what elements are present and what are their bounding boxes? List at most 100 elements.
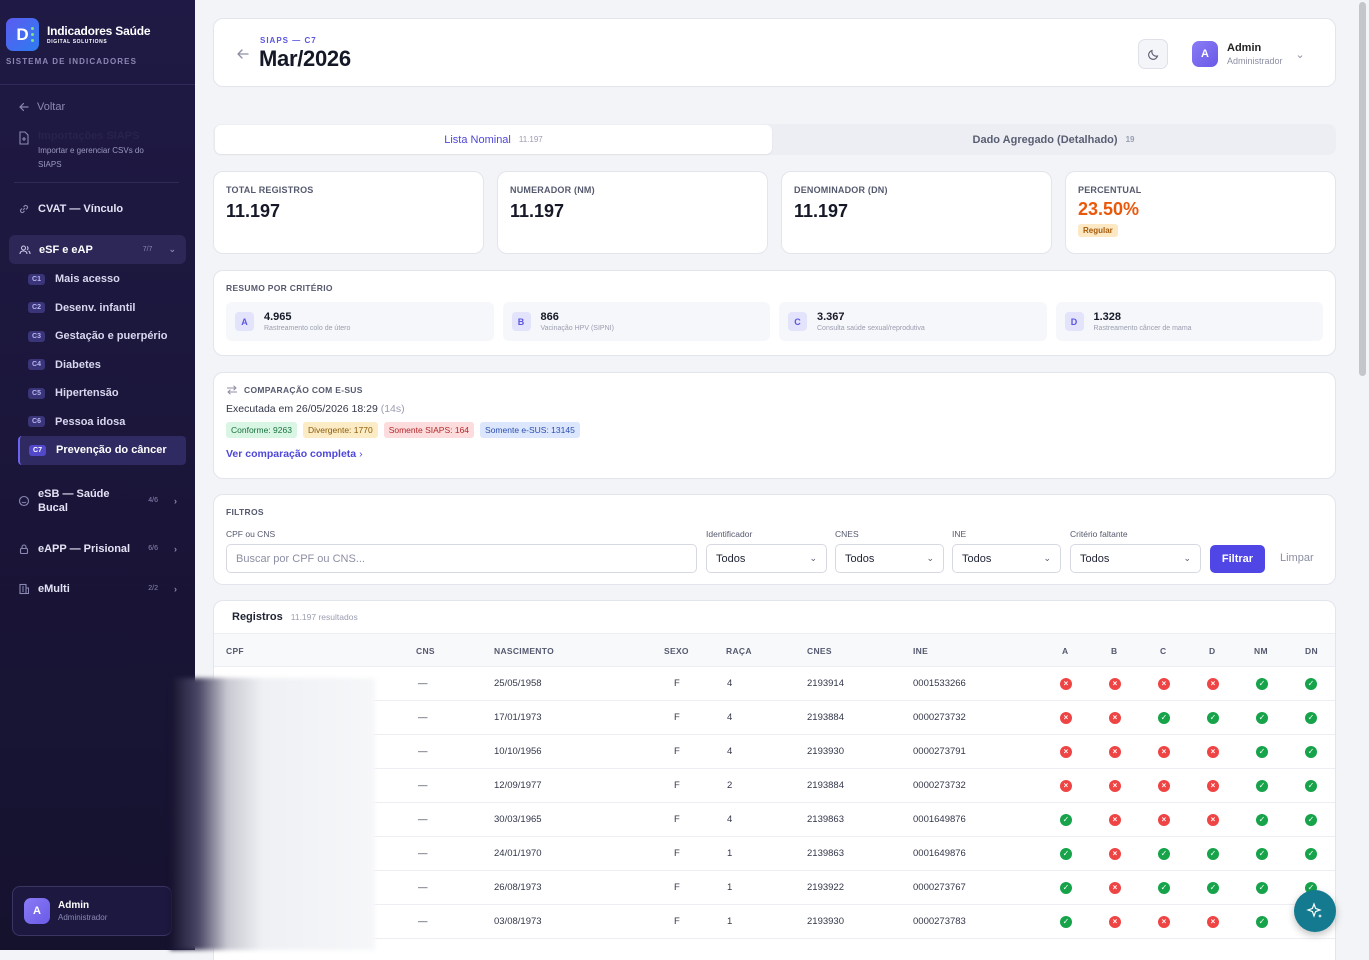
blurred-cpf-overlay: [170, 678, 375, 950]
x-icon: ×: [1207, 916, 1219, 928]
table-count: 11.197 resultados: [290, 612, 358, 622]
cell-raca: 1: [727, 848, 733, 859]
table-row[interactable]: — 17/01/1973 F 4 2193884 0000273732 × × ✓ ✓ ✓ ✓: [214, 701, 1335, 735]
sidebar-item-label: Diabetes: [55, 358, 101, 371]
clear-button[interactable]: Limpar: [1280, 552, 1314, 564]
check-icon: ✓: [1158, 712, 1170, 724]
kpi-percentual: PERCENTUAL 23.50% Regular: [1065, 171, 1336, 254]
criteria-item-c: C 3.367 Consulta saúde sexual/reprodutiva: [779, 302, 1047, 341]
criteria-value: 1.328: [1093, 311, 1122, 323]
sidebar-item-c1[interactable]: C1 Mais acesso: [0, 265, 195, 294]
col-sexo[interactable]: SEXO: [664, 646, 689, 656]
kpi-value: 23.50%: [1078, 199, 1140, 219]
chevron-right-icon: ›: [174, 583, 177, 594]
tab-lista-nominal[interactable]: Lista Nominal 11.197: [215, 125, 772, 154]
cnes-label: CNES: [835, 529, 859, 539]
sidebar-item-c2[interactable]: C2 Desenv. infantil: [0, 294, 195, 323]
cell-cns: —: [418, 882, 428, 893]
table-header: CPF CNS NASCIMENTO SEXO RAÇA CNES INE A …: [214, 633, 1335, 667]
search-input[interactable]: Buscar por CPF ou CNS...: [226, 544, 697, 573]
criteria-desc: Rastreamento colo de útero: [264, 325, 351, 332]
col-c[interactable]: C: [1160, 646, 1167, 656]
sidebar-item-import[interactable]: Importações SIAPS Importar e gerenciar C…: [0, 113, 195, 172]
tab-dado-agregado[interactable]: Dado Agregado (Detalhado) 19: [775, 125, 1332, 154]
cell-sexo: F: [674, 882, 680, 893]
col-b[interactable]: B: [1111, 646, 1118, 656]
scrollbar[interactable]: [1357, 0, 1369, 950]
cell-nasc: 24/01/1970: [494, 848, 542, 859]
cnes-select[interactable]: Todos ⌄: [835, 544, 944, 573]
esf-count: 7/7: [142, 246, 153, 253]
col-raca[interactable]: RAÇA: [726, 646, 752, 656]
col-cpf[interactable]: CPF: [226, 646, 244, 656]
back-link[interactable]: Voltar: [0, 85, 195, 113]
check-icon: ✓: [1305, 848, 1317, 860]
avatar: A: [1192, 41, 1218, 67]
criterio-select[interactable]: Todos ⌄: [1070, 544, 1201, 573]
table-row[interactable]: — 30/03/1965 F 4 2139863 0001649876 ✓ × × × ✓ ✓: [214, 803, 1335, 837]
sidebar-item-c5[interactable]: C5 Hipertensão: [0, 379, 195, 408]
filter-button[interactable]: Filtrar: [1210, 545, 1265, 573]
scrollbar-thumb[interactable]: [1359, 2, 1366, 376]
x-icon: ×: [1109, 712, 1121, 724]
x-icon: ×: [1060, 712, 1072, 724]
esf-subnav: C1 Mais acesso C2 Desenv. infantil C3 Gesta…: [0, 265, 195, 465]
cell-nasc: 26/08/1973: [494, 882, 542, 893]
sidebar-item-esb[interactable]: eSB — Saúde Bucal 4/6 ›: [0, 487, 195, 515]
col-cnes[interactable]: CNES: [807, 646, 832, 656]
sidebar-item-cvat[interactable]: CVAT — Vínculo: [0, 203, 195, 215]
sidebar-item-c7[interactable]: C7 Prevenção do câncer: [18, 436, 186, 465]
brand-title: Indicadores Saúde: [47, 24, 151, 38]
criteria-item-b: B 866 Vacinação HPV (SIPNI): [502, 302, 770, 341]
col-a[interactable]: A: [1062, 646, 1069, 656]
sidebar-item-emulti[interactable]: eMulti 2/2 ›: [0, 583, 195, 595]
criterio-label: Critério faltante: [1070, 529, 1128, 539]
col-nm[interactable]: NM: [1254, 646, 1268, 656]
table-row[interactable]: — 10/10/1956 F 4 2193930 0000273791 × × × × ✓ ✓: [214, 735, 1335, 769]
kpi-label: DENOMINADOR (DN): [794, 185, 888, 195]
arrow-left-icon[interactable]: [236, 47, 250, 63]
sidebar-item-c4[interactable]: C4 Diabetes: [0, 351, 195, 380]
code-badge: C7: [29, 444, 46, 456]
code-badge: C1: [28, 273, 45, 285]
x-icon: ×: [1109, 916, 1121, 928]
sidebar-group-esf[interactable]: eSF e eAP 7/7 ⌄: [9, 235, 186, 264]
eapp-count: 6/6: [148, 545, 158, 552]
cell-sexo: F: [674, 814, 680, 825]
table-row[interactable]: — 24/01/1970 F 1 2139863 0001649876 ✓ × ✓ ✓ ✓ ✓: [214, 837, 1335, 871]
identificador-select[interactable]: Todos ⌄: [706, 544, 827, 573]
table-row[interactable]: —26/08/1973 F 1 2193922 0000273767 ✓ × ✓ ✓ ✓ ✓: [214, 871, 1335, 905]
view-comparison-link[interactable]: Ver comparação completa ›: [226, 448, 363, 460]
theme-toggle-button[interactable]: [1138, 39, 1168, 69]
user-role: Administrador: [1227, 56, 1283, 66]
cell-sexo: F: [674, 712, 680, 723]
x-icon: ×: [1207, 746, 1219, 758]
cell-nasc: 30/03/1965: [494, 814, 542, 825]
table-row[interactable]: — 12/09/1977 F 2 2193884 0000273732 × × × × ✓ ✓: [214, 769, 1335, 803]
col-cns[interactable]: CNS: [416, 646, 435, 656]
x-icon: ×: [1060, 780, 1072, 792]
cell-raca: 4: [727, 678, 733, 689]
sidebar-item-c6[interactable]: C6 Pessoa idosa: [0, 408, 195, 437]
x-icon: ×: [1158, 916, 1170, 928]
ine-select[interactable]: Todos ⌄: [952, 544, 1061, 573]
check-icon: ✓: [1256, 814, 1268, 826]
sidebar-item-eapp[interactable]: eAPP — Prisional 6/6 ›: [0, 543, 195, 555]
col-d[interactable]: D: [1209, 646, 1216, 656]
col-dn[interactable]: DN: [1305, 646, 1318, 656]
cell-ine: 0000273732: [913, 712, 966, 723]
tab-count: 19: [1125, 135, 1135, 144]
sidebar-user-card[interactable]: A Admin Administrador: [12, 886, 172, 936]
sidebar-item-c3[interactable]: C3 Gestação e puerpério: [0, 322, 195, 351]
table-row[interactable]: — 25/05/1958 F 4 2193914 0001533266 × × × × ✓ ✓: [214, 667, 1335, 701]
import-title: Importações SIAPS: [38, 130, 140, 142]
cell-cnes: 2193930: [807, 916, 844, 927]
section-title: FILTROS: [226, 507, 264, 517]
cell-cns: —: [418, 678, 428, 689]
col-nascimento[interactable]: NASCIMENTO: [494, 646, 554, 656]
brand[interactable]: D Indicadores Saúde DIGITAL SOLUTIONS: [0, 0, 195, 51]
col-ine[interactable]: INE: [913, 646, 929, 656]
ai-assistant-button[interactable]: [1294, 890, 1336, 932]
user-menu[interactable]: A Admin Administrador ⌄: [1192, 41, 1305, 67]
